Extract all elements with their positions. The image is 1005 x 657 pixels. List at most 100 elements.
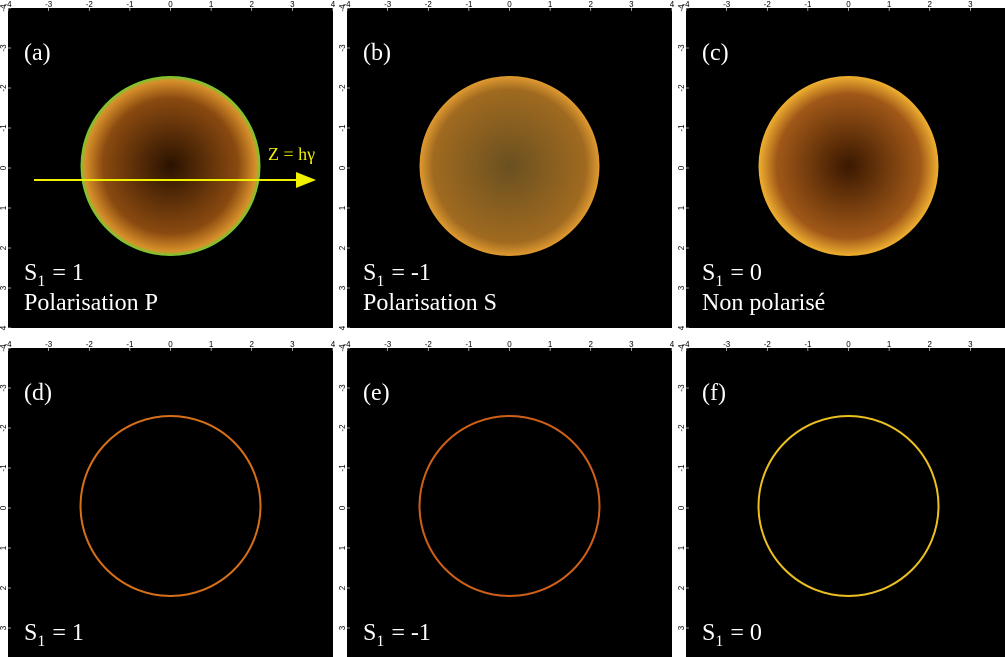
y-tick-label: 3: [677, 625, 686, 630]
x-tick-label: 3: [968, 340, 973, 349]
x-tick-label: -2: [425, 0, 433, 9]
x-tick-label: 1: [887, 0, 892, 9]
x-tick-label: 3: [968, 0, 973, 9]
x-tick-label: 2: [928, 0, 933, 9]
x-tick-label: -2: [86, 0, 94, 9]
x-tick-label: 1: [548, 340, 553, 349]
caption: Polarisation S: [363, 290, 497, 316]
x-tick-label: 3: [629, 0, 634, 9]
symbol: S: [363, 260, 376, 286]
y-tick-label: 3: [0, 285, 8, 290]
stokes-label: S1 = 1: [24, 620, 84, 650]
x-tick-label: -1: [804, 340, 812, 349]
subscript: 1: [376, 273, 384, 290]
x-tick-label: 3: [290, 0, 295, 9]
subscript: 1: [715, 633, 723, 650]
x-tick-label: -4: [682, 340, 690, 349]
stokes-label: S1 = -1: [363, 620, 431, 650]
x-tick-label: 2: [250, 0, 255, 9]
x-tick-label: 2: [589, 340, 594, 349]
x-tick-label: 2: [928, 340, 933, 349]
x-tick-label: -4: [343, 0, 351, 9]
y-tick-label: 2: [338, 245, 347, 250]
symbol: S: [702, 620, 715, 646]
equation: = 0: [730, 260, 762, 286]
x-tick-label: 1: [887, 340, 892, 349]
x-tick-label: 1: [209, 0, 214, 9]
disk: [758, 76, 939, 256]
x-tick-label: 4: [331, 340, 336, 349]
x-tick-label: -4: [343, 340, 351, 349]
y-tick-label: 0: [677, 165, 686, 170]
symbol: S: [363, 620, 376, 646]
y-tick-label: -3: [677, 384, 686, 392]
y-tick-label: -4: [677, 4, 686, 12]
x-tick-label: 1: [548, 0, 553, 9]
stokes-label: S1 = 0: [702, 260, 762, 290]
y-tick-label: 0: [338, 505, 347, 510]
equation: = 1: [52, 260, 84, 286]
x-tick-label: 4: [331, 0, 336, 9]
y-tick-label: 3: [0, 625, 8, 630]
subscript: 1: [715, 273, 723, 290]
y-tick-label: -3: [0, 384, 8, 392]
x-tick-label: -2: [764, 0, 772, 9]
y-tick-label: 1: [338, 205, 347, 210]
y-tick-label: -3: [338, 384, 347, 392]
y-tick-label: -2: [338, 84, 347, 92]
x-tick-label: -3: [384, 0, 392, 9]
y-tick-label: -1: [338, 124, 347, 132]
y-tick-label: 4: [0, 325, 8, 330]
y-tick-label: -1: [338, 464, 347, 472]
y-tick-label: -1: [677, 464, 686, 472]
ring: [418, 415, 601, 597]
x-tick-label: 2: [589, 0, 594, 9]
y-tick-label: -4: [677, 344, 686, 352]
x-tick-label: -3: [723, 340, 731, 349]
y-tick-label: 3: [338, 285, 347, 290]
x-tick-label: -1: [126, 340, 134, 349]
y-tick-label: -4: [0, 4, 8, 12]
caption: Polarisation P: [24, 290, 158, 316]
stokes-label: S1 = 0: [702, 620, 762, 650]
y-tick-label: -1: [0, 124, 8, 132]
y-tick-label: -2: [677, 84, 686, 92]
x-tick-label: 0: [507, 0, 512, 9]
y-tick-label: -3: [0, 44, 8, 52]
x-tick-label: -1: [804, 0, 812, 9]
subscript: 1: [376, 633, 384, 650]
x-tick-label: -2: [425, 340, 433, 349]
caption: Non polarisé: [702, 290, 825, 316]
y-tick-label: -2: [677, 424, 686, 432]
y-tick-label: -2: [0, 84, 8, 92]
panel-background: [347, 348, 672, 657]
stokes-label: S1 = 1: [24, 260, 84, 290]
y-tick-label: 1: [0, 545, 8, 550]
disk: [419, 76, 600, 256]
y-tick-label: 0: [677, 505, 686, 510]
y-tick-label: -3: [677, 44, 686, 52]
x-tick-label: -3: [723, 0, 731, 9]
y-tick-label: -2: [338, 424, 347, 432]
y-tick-label: 4: [677, 325, 686, 330]
x-tick-label: -3: [45, 340, 53, 349]
equation: = -1: [391, 260, 431, 286]
subscript: 1: [37, 273, 45, 290]
x-tick-label: 1: [209, 340, 214, 349]
ring: [757, 415, 940, 597]
panel-label: (c): [702, 40, 729, 66]
y-tick-label: -1: [0, 464, 8, 472]
y-tick-label: 1: [0, 205, 8, 210]
symbol: S: [702, 260, 715, 286]
x-tick-label: 0: [168, 340, 173, 349]
x-tick-label: 4: [670, 340, 675, 349]
ring: [79, 415, 262, 597]
y-tick-label: -4: [0, 344, 8, 352]
x-tick-label: -4: [4, 0, 12, 9]
arrow-label: Z = hγ: [268, 144, 315, 164]
y-tick-label: 4: [338, 325, 347, 330]
